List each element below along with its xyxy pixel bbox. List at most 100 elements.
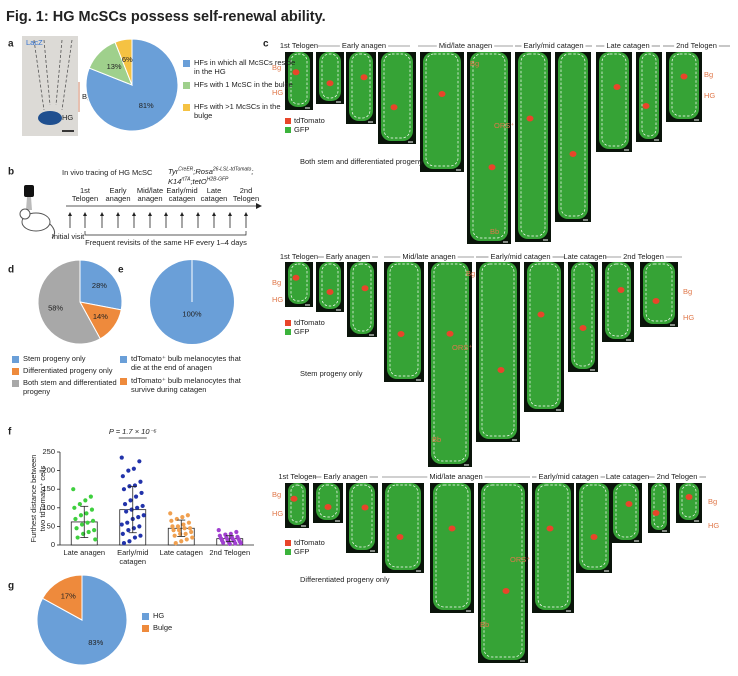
figure-title: Fig. 1: HG McSCs possess self-renewal ab…: [6, 9, 326, 25]
legend-swatch: [142, 625, 149, 632]
stage-header: 1st Telogen: [280, 41, 318, 50]
data-point: [171, 528, 176, 533]
data-point: [85, 520, 90, 525]
stage-label: 1st: [80, 186, 91, 195]
panel-letter: b: [8, 167, 14, 178]
visit-arrowhead: [100, 212, 104, 216]
mouse-tail: [49, 223, 56, 239]
structure-label: Bg: [272, 490, 281, 499]
visit-arrowhead: [116, 212, 120, 216]
structure-label: HG: [683, 313, 694, 322]
legend-label: GFP: [294, 125, 309, 134]
follicle-gfp: [479, 262, 517, 439]
legend-label: HFs with 1 McSC in the bulge: [194, 80, 293, 89]
data-point: [132, 535, 138, 540]
legend-label: HFs with >1 McSCs in the bulge: [194, 102, 281, 120]
allele: rtTA: [181, 177, 191, 183]
hg-label: HG: [62, 113, 73, 122]
data-point: [124, 509, 129, 514]
hair-outline: [55, 39, 63, 106]
legend-swatch: [12, 356, 19, 363]
stage-header: Mid/late anagen: [439, 41, 492, 50]
y-tick-label: 200: [42, 466, 55, 475]
follicle-gfp: [535, 483, 571, 610]
stage-label: Telogen: [233, 194, 259, 203]
data-point: [189, 529, 194, 535]
stage-header: Mid/late anagen: [429, 472, 482, 481]
hair-outline: [43, 39, 51, 106]
visit-arrowhead: [180, 212, 184, 216]
data-point: [238, 541, 243, 546]
data-point: [83, 498, 88, 503]
structure-label: Bb: [432, 435, 441, 444]
structure-label: Bg: [466, 269, 475, 278]
data-point: [92, 528, 97, 533]
structure-label: ORS⁺: [510, 555, 530, 564]
legend-swatch: [183, 60, 190, 67]
legend-label: tdTomato⁺ bulb melanocytes that die at t…: [131, 354, 241, 372]
tdtomato-cell: [438, 91, 446, 97]
panel-letter: c: [263, 39, 269, 50]
follicle-gfp: [349, 52, 373, 121]
data-point: [176, 528, 182, 533]
gene: Tyr: [168, 167, 179, 176]
data-point: [120, 474, 125, 479]
visit-arrowhead: [196, 212, 200, 216]
data-point: [74, 526, 79, 531]
pie-slice: [37, 259, 101, 345]
data-point: [137, 459, 142, 464]
stage-header: 2nd Telogen: [676, 41, 717, 50]
visit-arrowhead: [83, 212, 87, 216]
legend-label: GFP: [294, 327, 309, 336]
follicle-gfp: [349, 483, 375, 550]
follicle-outline: [352, 263, 372, 332]
structure-label: Bg: [272, 63, 281, 72]
tdtomato-cell: [569, 151, 577, 157]
legend-swatch: [285, 118, 291, 124]
stage-header: Late catagen: [606, 41, 649, 50]
hair-outline: [61, 39, 73, 111]
follicle-outline: [290, 263, 308, 302]
tdtomato-cell: [446, 330, 454, 337]
follicle-gfp: [433, 483, 471, 610]
legend-swatch: [285, 320, 291, 326]
structure-label: Bg: [272, 278, 281, 287]
genotype: K14rtTA;tetOH2B-GFP: [168, 177, 229, 186]
data-point: [125, 520, 130, 525]
data-point: [233, 541, 238, 546]
legend-swatch: [183, 82, 190, 89]
structure-label: HG: [272, 509, 283, 518]
data-point: [186, 520, 192, 525]
structure-label: HG: [272, 88, 283, 97]
structure-label: Bg: [704, 70, 713, 79]
follicle-outline: [383, 53, 411, 139]
follicle-gfp: [651, 483, 667, 530]
follicle-outline: [435, 484, 469, 608]
pie-slice: [114, 38, 133, 86]
row-label: Stem progeny only: [300, 369, 363, 378]
follicle-gfp: [527, 262, 561, 409]
legend-swatch: [142, 613, 149, 620]
data-point: [79, 522, 85, 527]
follicle-outline: [472, 53, 506, 239]
follicle-outline: [607, 263, 629, 337]
data-point: [89, 507, 95, 512]
allele: H2B-GFP: [207, 177, 229, 183]
y-tick-label: 0: [51, 540, 55, 549]
slice-label: 28%: [92, 281, 107, 290]
legend-swatch: [12, 380, 19, 387]
stain-label: LacZ: [26, 38, 43, 47]
tdtomato-cell: [326, 80, 334, 87]
tdtomato-cell: [526, 115, 534, 122]
follicle-gfp: [518, 52, 548, 239]
follicle-gfp: [639, 52, 659, 139]
data-point: [121, 487, 127, 492]
data-point: [175, 524, 181, 529]
stage-label: Early/mid: [166, 186, 197, 195]
gene: K14: [168, 177, 181, 186]
data-point: [173, 541, 178, 546]
tdtomato-cell: [502, 588, 510, 594]
follicle-gfp: [319, 262, 341, 309]
follicle-gfp: [613, 483, 639, 540]
follicle-outline: [601, 53, 627, 147]
